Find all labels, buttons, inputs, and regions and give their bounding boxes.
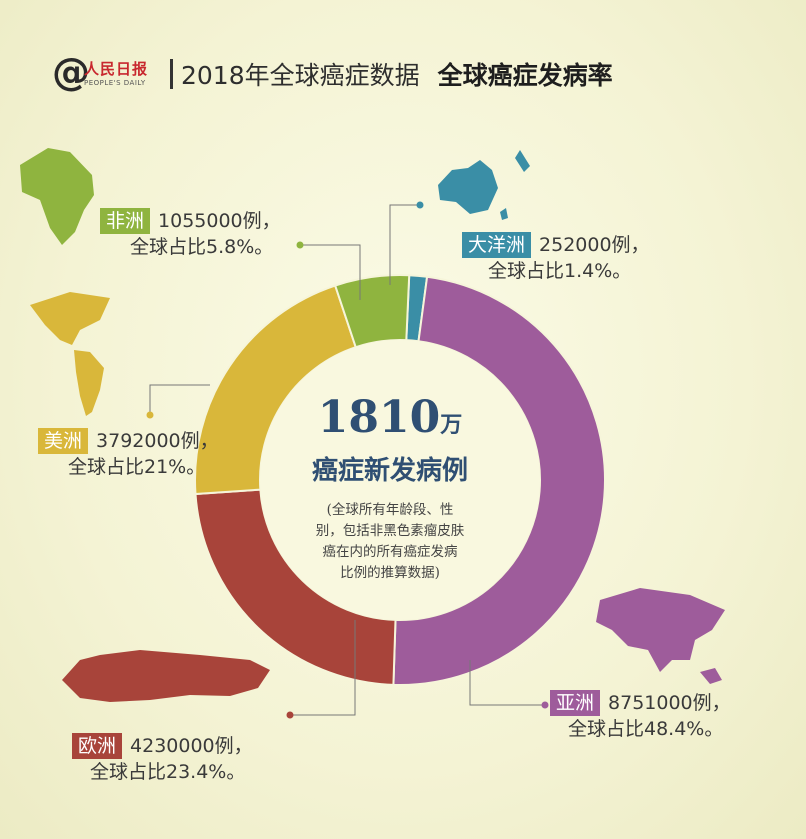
donut-slices xyxy=(194,274,606,686)
leader-lines xyxy=(149,204,545,716)
total-unit: 万 xyxy=(440,413,463,438)
label-oceania: 大洋洲 252000例， 全球占比1.4%。 xyxy=(462,232,650,284)
americas-map-icon xyxy=(30,292,110,416)
label-asia: 亚洲 8751000例， 全球占比48.4%。 xyxy=(550,690,731,742)
value-oceania: 252000例， xyxy=(539,234,650,256)
logo-sub: PEOPLE'S DAILY xyxy=(84,79,146,87)
note-line: (全球所有年龄段、性 xyxy=(326,502,454,518)
percent-europe: 全球占比23.4%。 xyxy=(90,761,246,783)
value-americas: 3792000例， xyxy=(96,430,219,452)
donut-center xyxy=(260,340,540,620)
header: @ 人民日报 PEOPLE'S DAILY 2018年全球癌症数据 全球癌症发病… xyxy=(52,52,613,96)
page-subtitle: 全球癌症发病率 xyxy=(437,61,613,90)
header-separator xyxy=(170,59,173,89)
asia-map-icon xyxy=(596,588,725,684)
value-africa: 1055000例， xyxy=(158,210,281,232)
tag-europe: 欧洲 xyxy=(72,733,123,759)
percent-asia: 全球占比48.4%。 xyxy=(568,718,724,740)
africa-map-icon xyxy=(20,148,94,245)
center-label: 癌症新发病例 xyxy=(311,456,468,486)
total-number: 1810 xyxy=(317,392,441,443)
logo-name: 人民日报 xyxy=(84,60,149,78)
label-africa: 非洲 1055000例， 全球占比5.8%。 xyxy=(100,208,281,260)
tag-asia: 亚洲 xyxy=(550,690,601,716)
note-line: 癌在内的所有癌症发病 xyxy=(322,544,458,560)
center-note: (全球所有年龄段、性 别，包括非黑色素瘤皮肤 癌在内的所有癌症发病 比例的推算数… xyxy=(270,500,510,584)
label-europe: 欧洲 4230000例， 全球占比23.4%。 xyxy=(72,733,253,785)
total-cases: 1810万 xyxy=(290,392,490,443)
peoples-daily-logo: @ 人民日报 PEOPLE'S DAILY xyxy=(52,52,164,96)
oceania-map-icon xyxy=(438,150,530,220)
note-line: 别，包括非黑色素瘤皮肤 xyxy=(315,523,465,539)
percent-africa: 全球占比5.8%。 xyxy=(130,236,274,258)
label-americas: 美洲 3792000例， 全球占比21%。 xyxy=(38,428,219,480)
note-line: 比例的推算数据) xyxy=(340,565,440,581)
page-title: 2018年全球癌症数据 xyxy=(181,61,420,90)
europe-map-icon xyxy=(62,650,270,702)
leader-dots xyxy=(146,201,549,719)
tag-oceania: 大洋洲 xyxy=(462,232,532,258)
tag-africa: 非洲 xyxy=(100,208,151,234)
tag-americas: 美洲 xyxy=(38,428,89,454)
value-europe: 4230000例， xyxy=(130,735,253,757)
percent-oceania: 全球占比1.4%。 xyxy=(488,260,632,282)
value-asia: 8751000例， xyxy=(608,692,731,714)
logo-at-symbol: @ xyxy=(52,50,90,94)
percent-americas: 全球占比21%。 xyxy=(68,456,206,478)
